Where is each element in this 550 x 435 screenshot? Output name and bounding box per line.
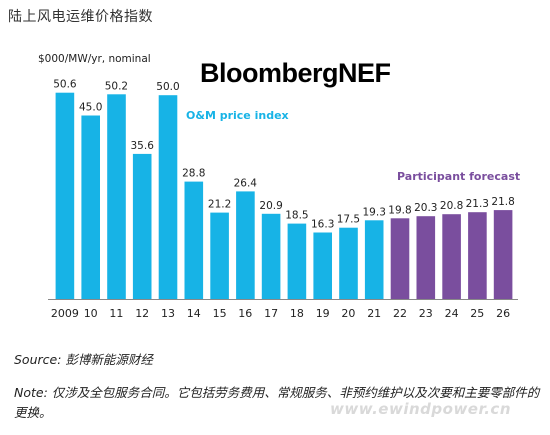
om-price-chart: $000/MW/yr, nominal 50.645.050.2 35.6 50.0…	[38, 53, 520, 320]
bar-25	[468, 212, 487, 299]
value-label-23: 20.3	[414, 202, 437, 214]
bar-15	[210, 212, 229, 299]
x-tick-label-24: 24	[445, 307, 459, 320]
bar-group	[55, 92, 513, 299]
x-tick-label-10: 10	[84, 307, 98, 320]
x-tick-label-19: 19	[316, 307, 330, 320]
value-label-17: 20.9	[259, 200, 282, 212]
series-label-om-price-index: O&M price index	[186, 109, 289, 122]
bar-14	[184, 181, 204, 299]
y-axis-label: $000/MW/yr, nominal	[38, 53, 151, 65]
x-tick-label-group: 2009 10 11 12 13 14 15 16 17 18 19 20 21 22 23 24 25 26	[51, 307, 510, 320]
bar-21	[364, 220, 384, 299]
value-label-15: 21.2	[208, 199, 231, 211]
value-label-25: 21.3	[466, 198, 489, 210]
footnote: Note: 仅涉及全包服务合同。它包括劳务费用、常规服务、非预约维护以及次要和主…	[14, 385, 540, 420]
value-label-14: 28.8	[182, 168, 205, 180]
bar-2009	[55, 92, 75, 299]
bar-11	[107, 94, 126, 299]
x-tick-label-25: 25	[470, 307, 484, 320]
bar-20	[339, 227, 358, 299]
x-tick-label-22: 22	[393, 307, 407, 320]
value-label-21: 19.3	[363, 206, 386, 218]
x-tick-label-20: 20	[341, 307, 355, 320]
x-tick-label-13: 13	[161, 307, 175, 320]
value-label-10: 45.0	[79, 102, 102, 114]
source-note: Source: 彭博新能源财经	[14, 352, 153, 367]
bar-18	[287, 223, 307, 299]
bar-12	[132, 153, 152, 299]
value-label-22: 19.8	[388, 204, 411, 216]
series-label-participant-forecast: Participant forecast	[397, 170, 520, 183]
value-label-group: 50.645.050.2 35.6 50.0 28.8 21.226.420.918.5…	[53, 79, 515, 231]
x-tick-label-2009: 2009	[51, 307, 79, 320]
bar-23	[416, 216, 436, 299]
bar-10	[81, 115, 100, 299]
x-tick-label-14: 14	[187, 307, 201, 320]
value-label-13: 50.0	[156, 81, 179, 93]
value-label-19: 16.3	[311, 219, 334, 231]
x-tick-label-16: 16	[238, 307, 252, 320]
value-label-12: 35.6	[131, 140, 155, 152]
value-label-20: 17.5	[337, 214, 360, 226]
page-title: 陆上风电运维价格指数	[8, 9, 153, 25]
x-tick-label-26: 26	[496, 307, 510, 320]
watermark: www.ewindpower.cn	[330, 400, 511, 418]
bar-24	[442, 214, 461, 299]
x-tick-label-21: 21	[367, 307, 381, 320]
x-tick-label-23: 23	[419, 307, 433, 320]
value-label-26: 21.8	[491, 196, 514, 208]
x-tick-label-15: 15	[213, 307, 227, 320]
x-tick-label-12: 12	[135, 307, 149, 320]
value-label-2009: 50.6	[53, 79, 77, 91]
value-label-11: 50.2	[105, 80, 128, 92]
value-label-18: 18.5	[285, 210, 308, 222]
bar-26	[493, 210, 513, 299]
bar-22	[390, 218, 410, 299]
x-tick-label-17: 17	[264, 307, 278, 320]
bloombergnef-logo: BloombergNEF	[200, 58, 391, 88]
bar-19	[313, 232, 332, 299]
bar-17	[261, 213, 281, 299]
value-label-24: 20.8	[440, 200, 463, 212]
x-tick-label-18: 18	[290, 307, 304, 320]
bar-13	[158, 95, 178, 299]
value-label-16: 26.4	[234, 177, 258, 189]
x-tick-label-11: 11	[109, 307, 123, 320]
bar-16	[236, 191, 255, 299]
